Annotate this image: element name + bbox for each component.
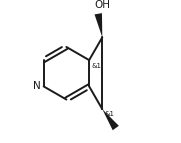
Text: &1: &1 [104, 111, 114, 117]
Polygon shape [94, 13, 102, 37]
Text: OH: OH [94, 0, 110, 10]
Text: N: N [33, 81, 40, 91]
Text: &1: &1 [91, 63, 101, 69]
Polygon shape [102, 109, 119, 130]
